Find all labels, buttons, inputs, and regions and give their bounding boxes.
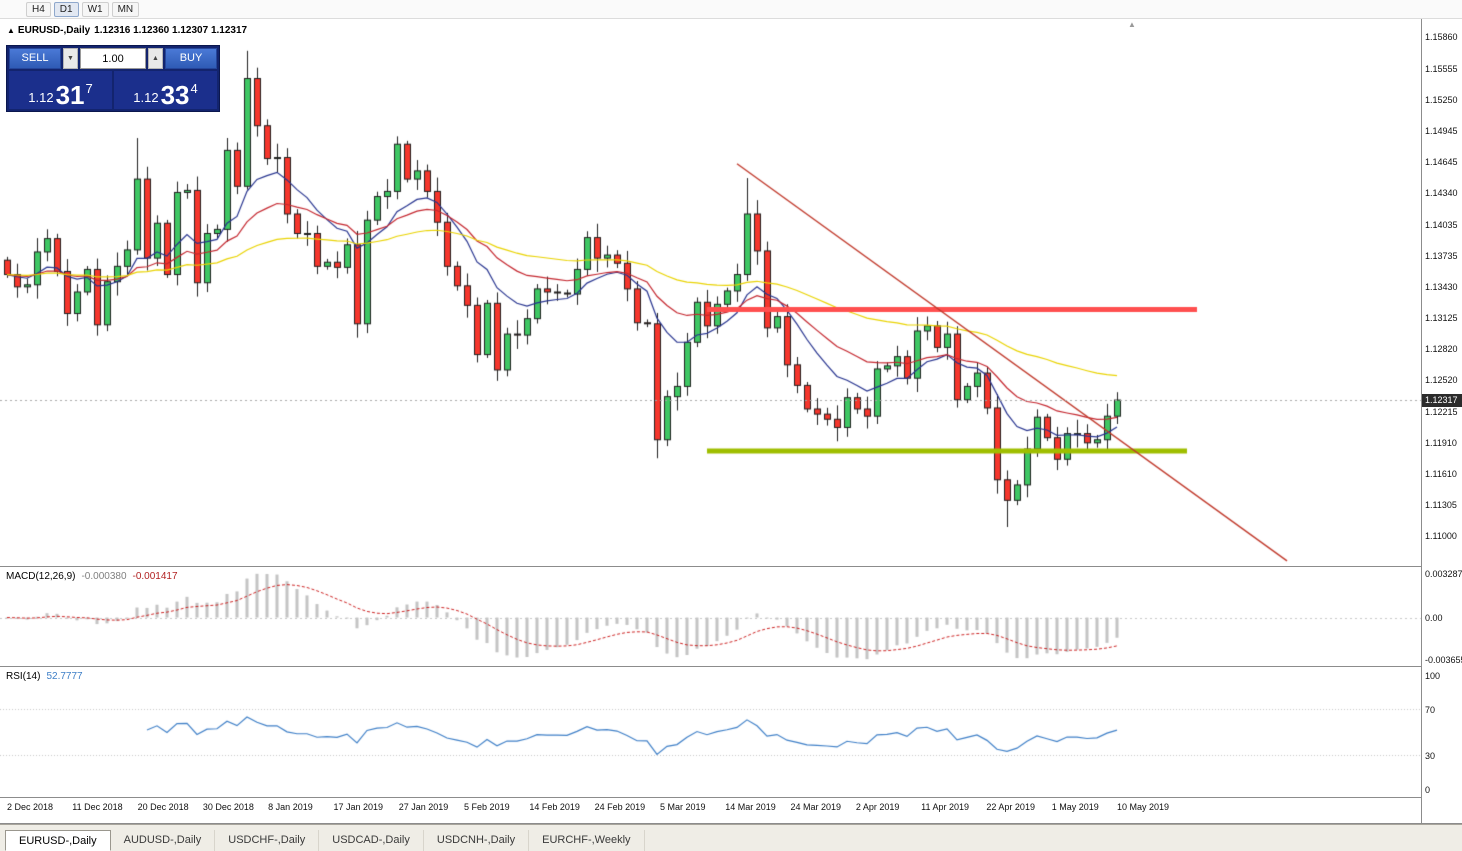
date-axis-label: 10 May 2019 xyxy=(1117,802,1170,812)
macd-axis-label: 0.003287 xyxy=(1425,569,1462,579)
buy-price-pips: 33 xyxy=(160,80,190,110)
sell-price-main: 1.12 xyxy=(28,90,54,105)
buy-price-pipette: 4 xyxy=(190,81,198,96)
period-button-mn[interactable]: MN xyxy=(111,1,140,17)
rsi-axis-label: 30 xyxy=(1425,750,1436,761)
price-axis-label: 1.13430 xyxy=(1425,281,1458,292)
date-axis-label: 30 Dec 2018 xyxy=(202,802,254,812)
date-axis-label: 8 Jan 2019 xyxy=(268,802,313,812)
tab-eurusd-daily[interactable]: EURUSD-,Daily xyxy=(5,830,111,851)
sell-price-display[interactable]: 1.12317 xyxy=(9,71,112,110)
buy-price-display[interactable]: 1.12334 xyxy=(114,71,217,110)
tab-usdchf-daily[interactable]: USDCHF-,Daily xyxy=(215,830,320,851)
date-axis-label: 17 Jan 2019 xyxy=(333,802,384,812)
date-axis-label: 5 Mar 2019 xyxy=(659,802,706,812)
date-axis-label: 24 Feb 2019 xyxy=(594,802,646,812)
price-axis-label: 1.13735 xyxy=(1425,250,1458,261)
price-axis-label: 1.13125 xyxy=(1425,313,1458,324)
chart-title: ▲ EURUSD-,Daily 1.12316 1.12360 1.12307 1.… xyxy=(7,25,247,36)
macd-label: MACD(12,26,9) -0.000380 -0.001417 xyxy=(6,571,178,582)
date-axis-label: 2 Dec 2018 xyxy=(7,802,54,812)
macd-axis-label: -0.003655 xyxy=(1425,655,1462,665)
sell-price-pipette: 7 xyxy=(85,81,93,96)
volume-input[interactable] xyxy=(80,48,146,69)
date-axis[interactable]: 2 Dec 2018 11 Dec 2018 20 Dec 2018 30 Dec 2… xyxy=(0,798,1421,823)
one-click-trading-panel: SELL ▼ ▲ BUY 1.12317 1.12334 xyxy=(6,45,220,112)
tab-eurchf-weekly[interactable]: EURCHF-,Weekly xyxy=(529,830,645,851)
buy-price-main: 1.12 xyxy=(133,90,159,105)
chart-bottom-border xyxy=(0,823,1462,824)
price-axis-label: 1.12520 xyxy=(1425,375,1458,386)
price-chart-canvas[interactable] xyxy=(0,19,1421,566)
date-axis-label: 1 May 2019 xyxy=(1051,802,1099,812)
macd-signal-value: -0.001417 xyxy=(132,571,178,582)
date-axis-label: 14 Mar 2019 xyxy=(725,802,776,812)
date-axis-label: 20 Dec 2018 xyxy=(137,802,189,812)
price-axis-label: 1.11305 xyxy=(1425,499,1457,510)
date-axis-label: 27 Jan 2019 xyxy=(398,802,449,812)
period-button-h4[interactable]: H4 xyxy=(26,1,51,17)
price-axis-label: 1.14035 xyxy=(1425,219,1458,230)
date-axis-label: 11 Apr 2019 xyxy=(921,802,969,812)
date-axis-label: 5 Feb 2019 xyxy=(464,802,510,812)
rsi-label: RSI(14) 52.7777 xyxy=(6,671,83,682)
sell-button[interactable]: SELL xyxy=(9,48,61,69)
rsi-axis-label: 0 xyxy=(1425,785,1431,795)
date-axis-label: 24 Mar 2019 xyxy=(790,802,842,812)
rsi-axis-label: 100 xyxy=(1425,671,1441,681)
rsi-value: 52.7777 xyxy=(46,671,83,682)
pane-resizer[interactable] xyxy=(0,666,1462,667)
price-axis-label: 1.15860 xyxy=(1425,32,1458,43)
volume-increase-button[interactable]: ▲ xyxy=(148,48,163,69)
volume-decrease-button[interactable]: ▼ xyxy=(63,48,78,69)
tab-usdcnh-daily[interactable]: USDCNH-,Daily xyxy=(424,830,530,851)
macd-name: MACD(12,26,9) xyxy=(6,571,76,582)
buy-button[interactable]: BUY xyxy=(165,48,217,69)
macd-main-value: -0.000380 xyxy=(81,571,127,582)
date-axis-label: 14 Feb 2019 xyxy=(529,802,580,812)
chart-collapse-icon: ▲ xyxy=(7,26,15,35)
chart-symbol-label: EURUSD-,Daily xyxy=(17,25,91,36)
price-axis-label: 1.14945 xyxy=(1425,126,1458,137)
sell-price-pips: 31 xyxy=(55,80,85,110)
price-axis[interactable]: 1.12317 1.15860 1.15555 1.15250 1.14945 1.14… xyxy=(1421,19,1462,823)
period-button-w1[interactable]: W1 xyxy=(81,1,109,17)
tab-audusd-daily[interactable]: AUDUSD-,Daily xyxy=(111,830,216,851)
chart-shift-marker-icon: ▲ xyxy=(1128,20,1136,29)
price-axis-label: 1.14645 xyxy=(1425,157,1458,168)
rsi-axis-label: 70 xyxy=(1425,705,1436,716)
pane-resizer[interactable] xyxy=(0,797,1462,798)
date-axis-label: 2 Apr 2019 xyxy=(855,802,900,812)
price-axis-label: 1.12820 xyxy=(1425,344,1458,355)
period-button-d1[interactable]: D1 xyxy=(53,1,79,17)
price-axis-label: 1.11910 xyxy=(1425,437,1457,448)
macd-indicator-canvas[interactable] xyxy=(0,567,1421,666)
chart-tab-bar: EURUSD-,Daily AUDUSD-,Daily USDCHF-,Daily U… xyxy=(0,824,1462,851)
timeframe-toolbar: H4 D1 W1 MN xyxy=(0,0,1462,19)
price-axis-label: 1.14340 xyxy=(1425,188,1458,199)
tab-usdcad-daily[interactable]: USDCAD-,Daily xyxy=(319,830,424,851)
chart-ohlc-values: 1.12316 1.12360 1.12307 1.12317 xyxy=(94,25,248,36)
price-axis-label: 1.11610 xyxy=(1425,468,1457,479)
pane-resizer[interactable] xyxy=(0,566,1462,567)
rsi-indicator-canvas[interactable] xyxy=(0,667,1421,797)
price-axis-label: 1.12215 xyxy=(1425,406,1458,417)
date-axis-label: 11 Dec 2018 xyxy=(72,802,123,812)
current-price-badge: 1.12317 xyxy=(1422,394,1462,408)
price-axis-label: 1.11000 xyxy=(1425,531,1457,542)
rsi-name: RSI(14) xyxy=(6,671,41,682)
macd-axis-label: 0.00 xyxy=(1425,612,1443,623)
price-axis-label: 1.15250 xyxy=(1425,95,1458,106)
price-axis-label: 1.15555 xyxy=(1425,63,1458,74)
date-axis-label: 22 Apr 2019 xyxy=(986,802,1035,812)
